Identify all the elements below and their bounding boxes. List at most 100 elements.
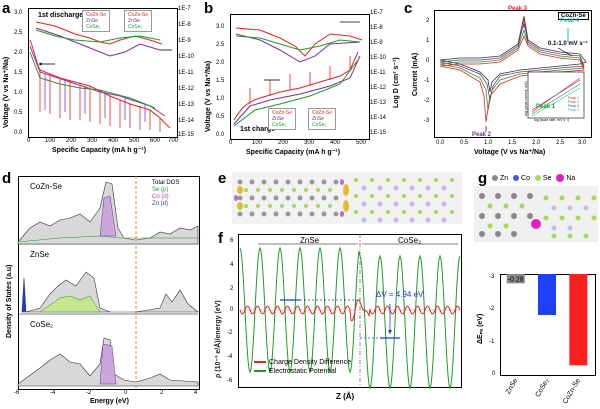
- panel-a-xtick: 400: [108, 138, 119, 144]
- panel-c-ylabel: Current (mA): [412, 52, 419, 96]
- legend-item: ZnSe: [86, 18, 98, 24]
- panel-d-sub-cose2: CoSe₂: [30, 320, 54, 329]
- panel-a-ytick-right: 1E-10: [178, 54, 195, 60]
- panel-d-xtick: -4: [50, 390, 56, 396]
- panel-c-title-box: CoZn-Se: [558, 12, 589, 20]
- bar-category-label: ZnSe: [505, 377, 519, 395]
- legend-item: CoZn-Se: [128, 12, 149, 18]
- panel-c-xlabel: Voltage (V vs Na⁺/Na): [474, 149, 546, 156]
- bar-0: [506, 274, 525, 284]
- panel-b-ytick: 0.5: [216, 114, 225, 120]
- panel-f-label-znse: ZnSe: [300, 236, 320, 245]
- panel-b-xlabel: Specific Capacity (mA h g⁻¹): [246, 149, 341, 156]
- legend-item: Total DOS: [152, 180, 180, 186]
- panel-a-xtick: 600: [150, 138, 161, 144]
- panel-e-lattice: [232, 172, 462, 224]
- panel-b-xtick: 300: [304, 140, 315, 146]
- panel-h-ytick: 0: [492, 371, 496, 377]
- panel-c-ytick: -3: [424, 118, 430, 124]
- panel-a-ytick: 0.5: [14, 110, 23, 116]
- panel-a-ytick-right: 1E-7: [178, 6, 191, 12]
- panel-a-ytick-right: 1E-8: [178, 22, 191, 28]
- panel-g-letter: g: [478, 170, 488, 187]
- panel-h-ylabel: ΔEₙₐ (eV): [477, 313, 484, 344]
- panel-b-ytick-right: 1E-8: [370, 25, 383, 31]
- legend-item: Co (d): [152, 194, 169, 200]
- bar-category-label: CoZn-Se: [562, 377, 582, 405]
- panel-b-ytick-right: 1E-15: [370, 130, 387, 136]
- panel-a-ytick: 1.5: [14, 70, 23, 76]
- panel-c-peak4: Peak 4: [560, 18, 580, 24]
- panel-f-ytick: -6: [227, 378, 233, 384]
- panel-d-xlabel: Energy (eV): [90, 398, 129, 405]
- panel-c-rate: 0.1-1.0 mV s⁻¹: [548, 41, 588, 47]
- panel-c-ytick: 1: [426, 38, 430, 44]
- panel-d-sub-cozn: CoZn-Se: [30, 182, 63, 191]
- panel-b-legend-right: CoZn-Se ZnSe CoSe₂: [308, 108, 337, 130]
- panel-a-ytick-right: 1E-13: [178, 102, 195, 108]
- panel-b-ytick: 2.5: [216, 42, 225, 48]
- legend-item: Electrostatic Potential: [254, 367, 351, 376]
- bar-1: [538, 274, 556, 315]
- panel-h: -0.28 ZnSe -1.23 CoSe₂ -2.74 CoZn-Se -3 -2 -1…: [470, 268, 600, 409]
- panel-b-letter: b: [204, 0, 214, 17]
- legend-item: Peak 1: [568, 96, 579, 100]
- legend-item: CoSe₂: [272, 122, 287, 128]
- panel-f-ytick: 0: [230, 307, 234, 313]
- bar-2: [569, 274, 588, 366]
- bar-value-label: -0.28: [508, 276, 524, 283]
- panel-b-ytick: 2.0: [216, 60, 225, 66]
- panel-b-annotation: 1st charge: [240, 126, 276, 133]
- panel-g: Zn Co Se Na: [470, 168, 600, 268]
- panel-c-curves: [439, 15, 587, 132]
- panel-b-ytick-right: 1E-9: [370, 40, 383, 46]
- bar-value-label: -1.23: [539, 308, 555, 315]
- panel-c-letter: c: [404, 0, 413, 17]
- panel-a-ytick-right: 1E-15: [178, 132, 195, 138]
- panel-c-xtick: 0.0: [436, 140, 445, 146]
- panel-f-ytick: 6: [230, 238, 234, 244]
- panel-f-ylabel: ρ (10⁻³ e/Å)/energy (eV): [215, 300, 222, 378]
- panel-a-ylabel-left: Voltage (V vs Na⁺/Na): [3, 56, 10, 128]
- panel-c-ytick: -1: [424, 78, 430, 84]
- panel-f-ytick: -4: [227, 354, 233, 360]
- panel-a-ytick-right: 1E-11: [178, 70, 194, 76]
- panel-b-ytick: 3.0: [216, 24, 225, 30]
- panel-d: CoZn-Se ZnSe CoSe₂ Total DOS Se (p) Co (…: [0, 168, 210, 409]
- panel-f: ZnSe CoSe₂ ΔV = 4.94 eV Charge Density D…: [210, 228, 470, 409]
- legend-item: CoSe₂: [128, 24, 143, 30]
- panel-c-ytick: 2: [426, 18, 430, 24]
- panel-d-xtick: 2: [160, 390, 164, 396]
- panel-b-ytick-right: 1E-14: [370, 115, 387, 121]
- panel-a-xtick: 100: [45, 138, 56, 144]
- panel-a-ytick-right: 1E-14: [178, 118, 195, 124]
- panel-a-xtick: 700: [168, 138, 179, 144]
- panel-a-xtick: 300: [87, 138, 98, 144]
- panel-f-delta: ΔV = 4.94 eV: [376, 290, 424, 299]
- panel-c-inset-legend: Peak 1 Peak 2 Peak 3 Peak 4: [568, 96, 579, 112]
- panel-f-legend: Charge Density Difference Electrostatic …: [254, 358, 351, 376]
- panel-c-peak1: Peak 1: [536, 104, 556, 110]
- panel-a-annotation: 1st discharge: [38, 12, 84, 19]
- panel-b-legend-left: CoZn-Se ZnSe CoSe₂: [268, 108, 297, 130]
- legend-item: ZnSe: [312, 116, 324, 122]
- legend-item: Charge Density Difference: [254, 358, 351, 367]
- panel-a-ytick: 1.0: [14, 90, 23, 96]
- panel-c-xtick: 1.5: [508, 140, 517, 146]
- panel-c-xtick: 0.5: [460, 140, 469, 146]
- panel-b-plot-area: [230, 14, 370, 140]
- panel-d-letter: d: [2, 170, 12, 187]
- panel-a-ytick: 3.0: [14, 10, 23, 16]
- panel-a-legend-right: CoZn-Se ZnSe CoSe₂: [124, 10, 153, 32]
- panel-d-xtick: -6: [14, 390, 20, 396]
- legend-item: ZnSe: [128, 18, 140, 24]
- legend-item: Peak 4: [568, 108, 579, 112]
- legend-item: Peak 2: [568, 100, 579, 104]
- panel-a-ytick: 2.5: [14, 30, 23, 36]
- panel-h-ytick: -2: [489, 306, 495, 312]
- panel-d-ylabel: Density of States (a.u): [6, 264, 13, 338]
- panel-a-ytick-right: 1E-12: [178, 86, 195, 92]
- panel-b-ylabel-left: Voltage (V vs Na⁺/Na): [205, 60, 212, 132]
- bar-category-label: CoSe₂: [535, 377, 551, 398]
- panel-c-xtick: 3.0: [578, 140, 587, 146]
